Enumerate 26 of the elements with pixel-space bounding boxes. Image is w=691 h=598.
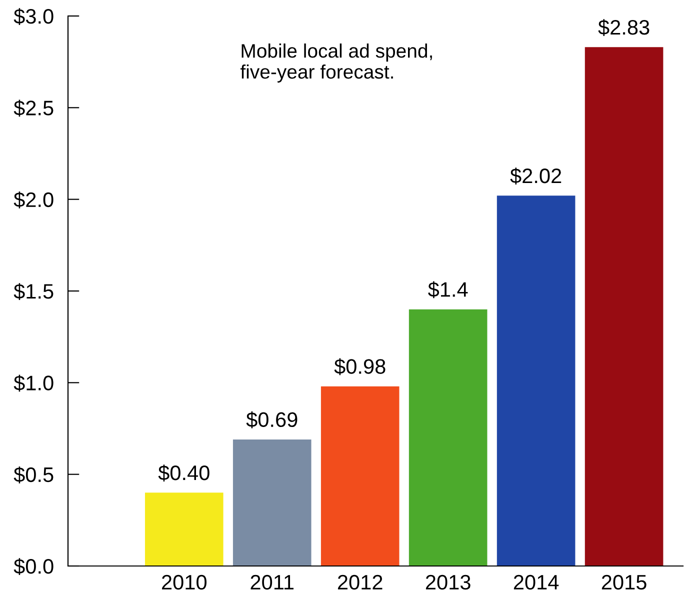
- x-tick-label: 2010: [162, 574, 206, 590]
- y-tick-label: $1.0: [14, 374, 54, 392]
- data-label: $0.98: [334, 358, 386, 376]
- data-label: $2.83: [598, 19, 650, 36]
- data-label: $1.4: [428, 281, 468, 298]
- x-tick-label: 2012: [338, 574, 382, 590]
- y-tick-label: $0.0: [14, 558, 54, 575]
- x-tick-label: 2014: [514, 574, 559, 590]
- data-label: $0.69: [246, 411, 298, 428]
- data-label: $0.40: [158, 464, 210, 482]
- data-label: $2.02: [510, 168, 562, 184]
- x-tick-label: 2013: [426, 574, 470, 590]
- y-tick-label: $1.5: [14, 283, 54, 300]
- bar: [232, 440, 312, 566]
- x-tick-label: 2015: [602, 574, 646, 590]
- bar: [584, 47, 664, 566]
- y-tick-label: $0.5: [14, 466, 54, 484]
- bar: [320, 386, 400, 566]
- bar: [496, 196, 576, 566]
- bar: [408, 309, 488, 566]
- text: Mobile local ad spend, five-year forecast.: [240, 44, 432, 83]
- y-tick-label: $2.0: [14, 191, 54, 208]
- y-tick-label: $2.5: [14, 100, 54, 117]
- bar: [144, 492, 224, 566]
- y-tick-label: $3.0: [14, 8, 54, 25]
- x-tick-label: 2011: [250, 574, 294, 590]
